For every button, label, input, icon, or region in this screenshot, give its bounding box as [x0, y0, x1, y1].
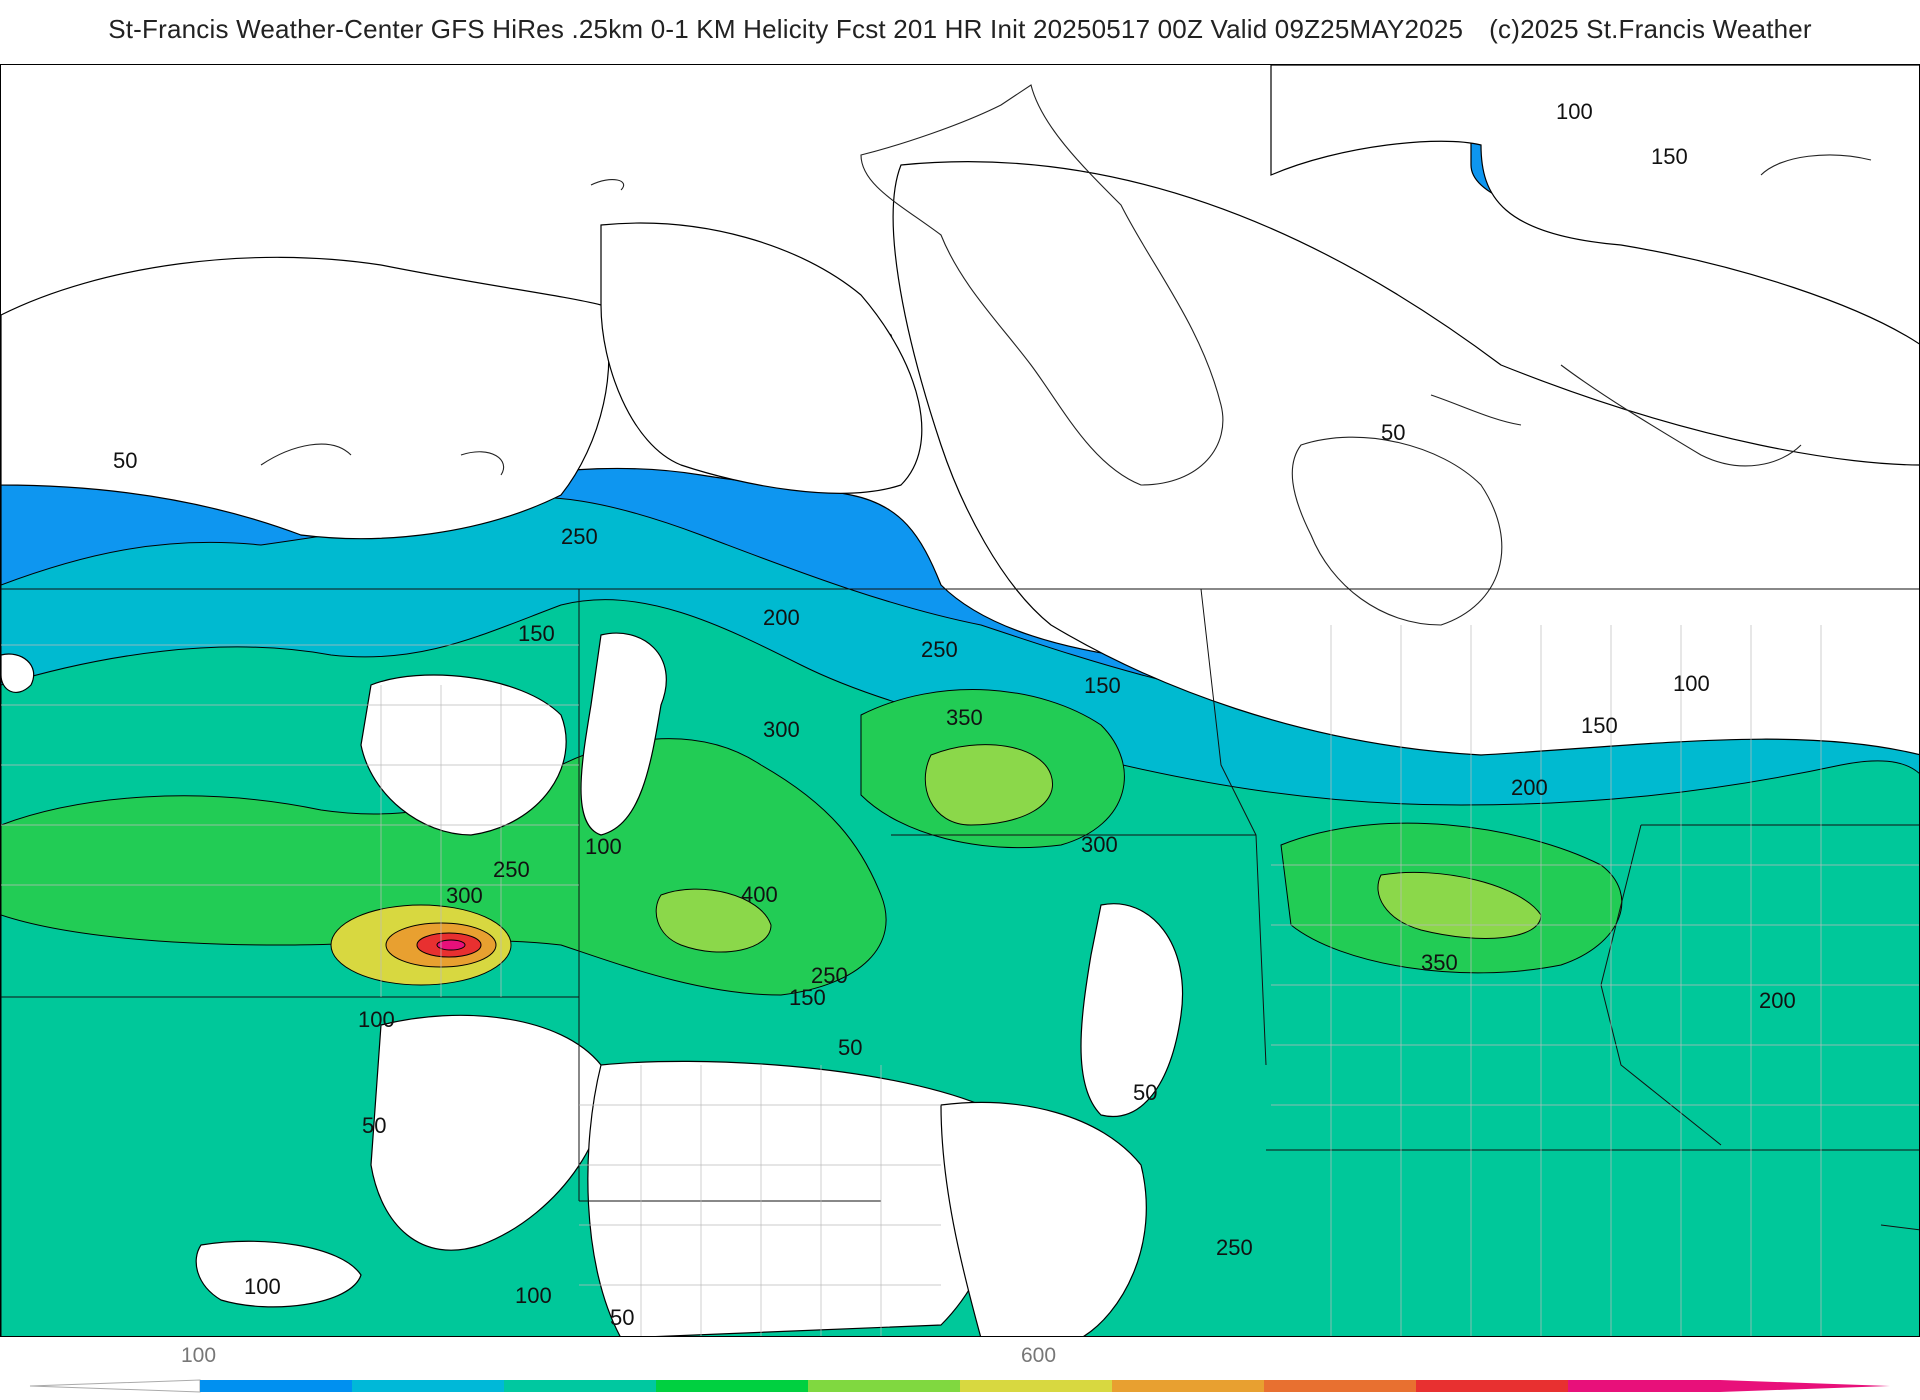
colorbar-swatch: [1264, 1380, 1417, 1392]
contour-label: 100: [244, 1274, 281, 1299]
colorbar-right-arrow: [1720, 1380, 1890, 1392]
colorbar-swatch: [960, 1380, 1113, 1392]
colorbar-swatch: [808, 1380, 961, 1392]
contour-label: 400: [741, 882, 778, 907]
contour-label: 50: [113, 448, 137, 473]
contour-label: 250: [811, 963, 848, 988]
title-text: St-Francis Weather-Center GFS HiRes .25k…: [108, 14, 1464, 44]
contour-label: 350: [1421, 950, 1458, 975]
colorbar-tick-100: 100: [181, 1344, 217, 1367]
contour-label: 50: [362, 1113, 386, 1138]
contour-label: 150: [1651, 144, 1688, 169]
contour-label: 150: [789, 985, 826, 1010]
contour-label: 300: [446, 883, 483, 908]
colorbar-swatch: [1416, 1380, 1569, 1392]
contour-label: 250: [1216, 1235, 1253, 1260]
contour-label: 250: [921, 637, 958, 662]
state-borders: [1, 588, 1919, 1231]
colorbar-swatch: [656, 1380, 809, 1392]
colorbar-swatch: [352, 1380, 505, 1392]
colorbar-tick-600: 600: [1021, 1344, 1057, 1367]
colorbar-swatch: [1112, 1380, 1265, 1392]
map-panel: 50 100 150 250 150 200 250 300 350 150 1…: [0, 64, 1920, 1337]
contour-label: 200: [1511, 775, 1548, 800]
contour-label: 150: [1581, 713, 1618, 738]
contour-label: 100: [1556, 99, 1593, 124]
county-grid: [1, 625, 1919, 1336]
contour-label: 150: [1084, 673, 1121, 698]
colorbar-swatch: [1568, 1380, 1721, 1392]
contour-labels: 50 100 150 250 150 200 250 300 350 150 1…: [113, 99, 1796, 1330]
contour-label: 100: [585, 834, 622, 859]
colorbar-swatches: [200, 1380, 1721, 1392]
contour-label: 350: [946, 705, 983, 730]
colorbar-swatch: [504, 1380, 657, 1392]
helicity-low-zones: [1, 65, 1919, 1336]
contour-label: 150: [518, 621, 555, 646]
colorbar-left-arrow: [29, 1379, 201, 1393]
contour-label: 300: [763, 717, 800, 742]
map-title: St-Francis Weather-Center GFS HiRes .25k…: [0, 14, 1920, 45]
contour-label: 250: [493, 857, 530, 882]
contour-label: 200: [763, 605, 800, 630]
contour-label: 200: [1759, 988, 1796, 1013]
contour-label: 250: [561, 524, 598, 549]
colorbar-swatch: [200, 1380, 353, 1392]
helicity-max-core: [330, 904, 512, 986]
contour-label: 100: [1673, 671, 1710, 696]
contour-label: 300: [1081, 832, 1118, 857]
contour-label: 50: [1381, 420, 1405, 445]
coastline-outlines: [260, 84, 1872, 626]
colorbar: [29, 1379, 1890, 1393]
helicity-map: 50 100 150 250 150 200 250 300 350 150 1…: [1, 65, 1919, 1336]
contour-label: 50: [838, 1035, 862, 1060]
helicity-350-fill: [655, 744, 1542, 953]
contour-label: 50: [610, 1305, 634, 1330]
contour-label: 100: [515, 1283, 552, 1308]
contour-label: 50: [1133, 1080, 1157, 1105]
copyright-text: (c)2025 St.Francis Weather: [1489, 14, 1812, 44]
contour-label: 100: [358, 1007, 395, 1032]
